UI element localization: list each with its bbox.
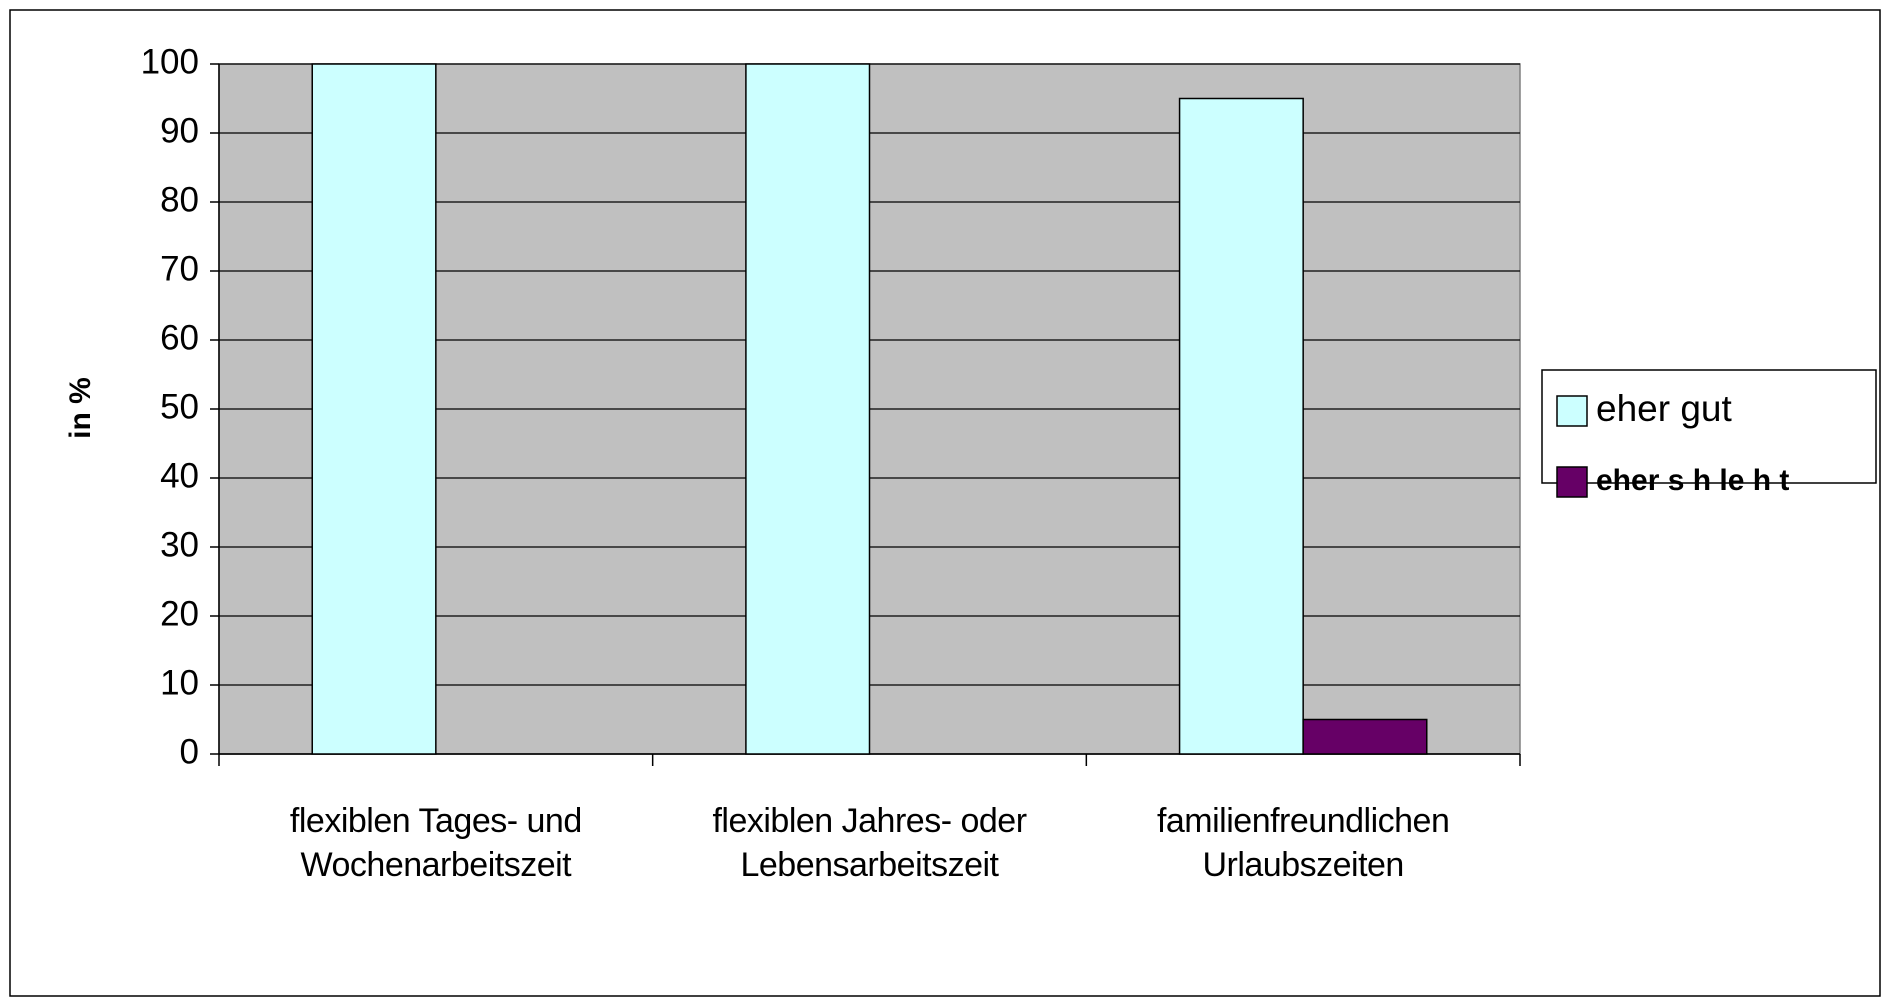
y-tick-label: 30 — [160, 525, 199, 564]
x-tick-label: flexiblen Tages- und Wochenarbeitszeit — [289, 802, 582, 884]
x-tick-label: flexiblen Jahres- oder Lebensarbeitszeit — [712, 802, 1027, 884]
bar — [311, 63, 437, 755]
y-tick-label: 50 — [160, 387, 199, 426]
y-tick-label: 10 — [160, 663, 199, 702]
legend-swatch — [1556, 466, 1588, 498]
legend-swatch — [1556, 395, 1588, 427]
y-tick-label: 60 — [160, 318, 199, 357]
y-tick-label: 100 — [141, 42, 199, 81]
y-tick-label: 40 — [160, 456, 199, 495]
bar — [745, 63, 871, 755]
x-tick-label: familienfreundlichen Urlaubszeiten — [1156, 802, 1450, 884]
y-tick-label: 70 — [160, 249, 199, 288]
legend-box — [1541, 369, 1877, 484]
legend-label: eher gut — [1596, 388, 1732, 429]
legend-label: eher s h le h t — [1596, 464, 1789, 497]
bar — [1302, 718, 1428, 755]
y-tick-label: 0 — [180, 732, 199, 771]
bar — [1178, 97, 1304, 755]
y-tick-label: 90 — [160, 111, 199, 150]
y-tick-label: 20 — [160, 594, 199, 633]
y-tick-label: 80 — [160, 180, 199, 219]
y-axis-title: in % — [64, 377, 97, 439]
